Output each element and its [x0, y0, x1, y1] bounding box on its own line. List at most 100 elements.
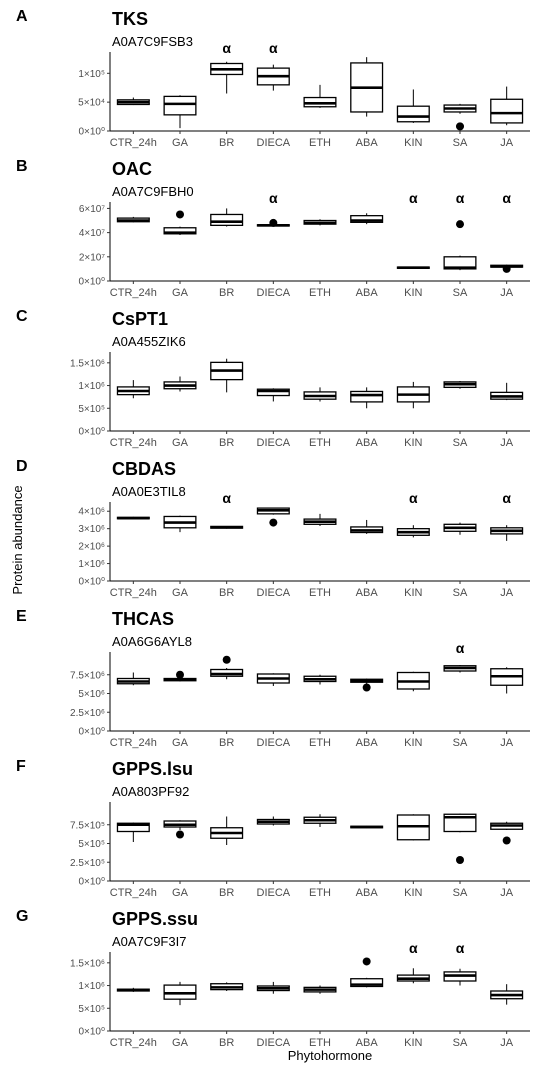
box-sa: [443, 522, 477, 535]
x-tick-label: KIN: [404, 137, 422, 149]
significance-marker: α: [502, 190, 511, 206]
box-iqr: [490, 98, 524, 124]
y-tick-label: 1.5×10⁶: [70, 958, 105, 969]
box-br: [210, 358, 244, 393]
x-tick-label: ETH: [309, 887, 331, 899]
outlier-point: [362, 683, 371, 692]
y-axis-label: Protein abundance: [10, 485, 25, 594]
x-tick-label: CTR_24h: [110, 1037, 157, 1049]
x-tick-label: BR: [219, 137, 234, 149]
box-br: [210, 61, 244, 94]
panel-letter: F: [16, 758, 26, 775]
significance-marker: α: [502, 490, 511, 506]
box-ga: [163, 820, 197, 839]
x-tick-label: GA: [172, 437, 189, 449]
x-tick-label: DIECA: [257, 437, 291, 449]
box-sa: [443, 381, 477, 389]
y-tick-label: 7.5×10⁵: [70, 820, 105, 831]
x-tick-label: ABA: [356, 137, 379, 149]
box-aba: [350, 678, 384, 692]
panel-title: OAC: [112, 159, 152, 179]
outlier-point: [456, 220, 464, 229]
box-ctr_24h: [116, 822, 150, 842]
y-tick-label: 7.5×10⁶: [70, 670, 105, 681]
x-tick-label: JA: [500, 887, 514, 899]
box-dieca: [256, 981, 290, 994]
box-ja: [490, 984, 524, 1005]
significance-marker: α: [456, 190, 465, 206]
x-tick-label: GA: [172, 137, 189, 149]
x-tick-label: ABA: [356, 437, 379, 449]
x-tick-label: GA: [172, 287, 189, 299]
x-tick-label: ETH: [309, 137, 331, 149]
box-ctr_24h: [116, 987, 150, 992]
y-tick-label: 5×10⁶: [78, 689, 105, 700]
y-tick-label: 0×10⁰: [78, 577, 105, 588]
y-tick-label: 6×10⁷: [79, 204, 106, 215]
box-eth: [303, 814, 337, 827]
box-kin: [396, 671, 430, 692]
y-tick-label: 0×10⁰: [78, 877, 105, 888]
box-br: [210, 982, 244, 991]
x-tick-label: KIN: [404, 437, 422, 449]
outlier-point: [456, 856, 464, 864]
x-tick-label: ABA: [356, 587, 379, 599]
box-aba: [350, 519, 384, 534]
box-kin: [396, 381, 430, 409]
box-eth: [303, 387, 337, 402]
outlier-point: [456, 122, 464, 131]
x-tick-label: DIECA: [257, 137, 291, 149]
significance-marker: α: [222, 490, 231, 506]
box-iqr: [396, 105, 430, 123]
box-sa: [443, 665, 477, 673]
significance-marker: α: [269, 190, 278, 206]
box-ja: [490, 525, 524, 541]
x-tick-label: BR: [219, 587, 234, 599]
y-tick-label: 5×10⁵: [78, 404, 105, 415]
box-ja: [490, 382, 524, 401]
panel-title: CBDAS: [112, 459, 176, 479]
panel-c: C CsPT1 A0A455ZIK6 0×10⁰ 5×10⁵ 1×10⁶ 1.5×10⁶ CT…: [16, 308, 530, 449]
box-ga: [163, 670, 197, 682]
x-tick-label: GA: [172, 737, 189, 749]
y-tick-label: 0×10⁰: [78, 277, 105, 288]
y-tick-label: 2.5×10⁵: [70, 858, 105, 869]
panel-title: CsPT1: [112, 309, 168, 329]
significance-marker: α: [409, 190, 418, 206]
x-tick-label: SA: [453, 737, 468, 749]
x-tick-label: SA: [453, 887, 468, 899]
y-tick-label: 0×10⁰: [78, 427, 105, 438]
x-tick-label: JA: [500, 737, 514, 749]
x-tick-label: SA: [453, 1037, 468, 1049]
x-tick-label: KIN: [404, 587, 422, 599]
y-tick-label: 5×10⁵: [78, 839, 105, 850]
box-ga: [163, 981, 197, 1006]
y-tick-label: 2×10⁶: [78, 542, 105, 553]
box-ga: [163, 515, 197, 533]
box-sa: [443, 968, 477, 986]
outlier-point: [176, 210, 184, 219]
x-tick-label: ABA: [356, 287, 379, 299]
x-tick-label: CTR_24h: [110, 287, 157, 299]
panel-subtitle: A0A0E3TIL8: [112, 484, 186, 499]
x-tick-label: ETH: [309, 587, 331, 599]
box-sa: [443, 813, 477, 864]
box-iqr: [210, 213, 244, 227]
y-tick-label: 1×10⁶: [78, 559, 105, 570]
x-tick-label: CTR_24h: [110, 137, 157, 149]
box-ctr_24h: [116, 380, 150, 399]
panel-f: F GPPS.lsu A0A803PF92 0×10⁰ 2.5×10⁵ 5×10⁵ 7.5×…: [16, 758, 530, 899]
x-tick-label: SA: [453, 437, 468, 449]
panel-title: GPPS.lsu: [112, 759, 193, 779]
x-tick-label: SA: [453, 587, 468, 599]
box-ga: [163, 210, 197, 236]
box-iqr: [116, 822, 150, 833]
box-ga: [163, 95, 197, 129]
box-ctr_24h: [116, 97, 150, 106]
significance-marker: α: [222, 40, 231, 56]
panel-letter: C: [16, 308, 28, 325]
x-tick-label: ETH: [309, 437, 331, 449]
panel-b: B OAC A0A7C9FBH0 0×10⁰ 2×10⁷ 4×10⁷ 6×10⁷ CTR_24…: [16, 158, 530, 299]
box-aba: [350, 57, 384, 117]
x-tick-label: GA: [172, 1037, 189, 1049]
